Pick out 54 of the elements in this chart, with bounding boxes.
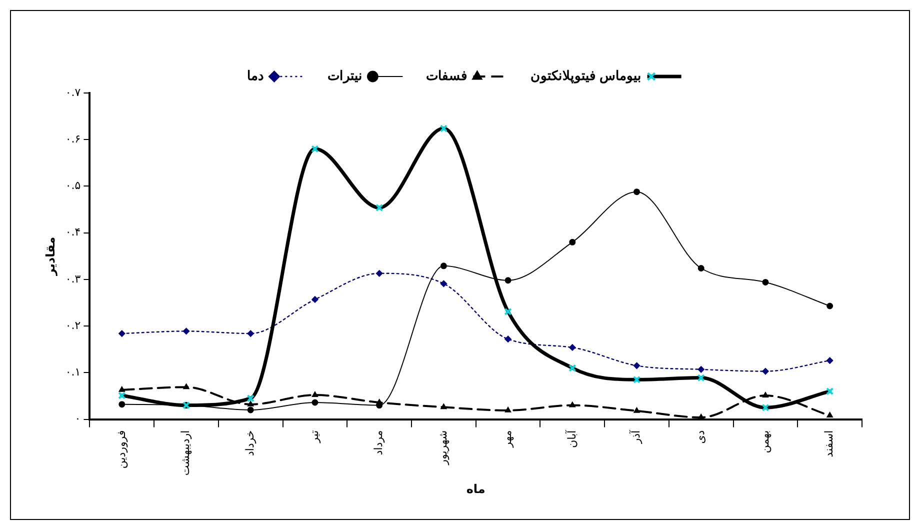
y-tick-label: ۰.۵: [65, 179, 81, 192]
x-tick-label: مهر: [500, 430, 514, 448]
point: [569, 344, 576, 351]
point: [247, 330, 254, 337]
point: [440, 404, 447, 410]
y-tick-label: ۰.۲: [65, 318, 81, 332]
x-tick-label: آذر: [628, 429, 643, 445]
point: [118, 401, 126, 408]
x-tick-label: شهریور: [436, 430, 450, 466]
point: [183, 384, 190, 390]
legend-label: دما: [247, 68, 264, 84]
point: [118, 330, 126, 337]
point: [569, 238, 576, 246]
point: [698, 265, 704, 272]
point: [762, 278, 769, 286]
point: [376, 399, 382, 404]
point: [634, 362, 640, 369]
legend-label: فسفات: [426, 68, 468, 84]
point: [440, 280, 447, 287]
x-tick-label: اردیبهشت: [179, 430, 192, 476]
point: [826, 412, 833, 418]
point: [698, 366, 704, 373]
y-tick-label: ۰.۳: [65, 272, 81, 286]
point: [376, 270, 383, 277]
y-tick-label: ۰.۱: [65, 366, 81, 379]
point: [247, 406, 254, 414]
point: [183, 328, 190, 334]
y-tick-label: ۰.۴: [65, 226, 81, 239]
point: [440, 262, 447, 270]
y-tick-label: ۰: [74, 412, 81, 426]
x-tick-label: اسفند: [822, 430, 836, 458]
x-tick-label: آبان: [564, 429, 578, 448]
point: [762, 368, 769, 375]
x-tick-label: خرداد: [243, 430, 256, 456]
point: [504, 277, 512, 284]
legend-label: بیوماس فیتوپلانکتون: [530, 68, 642, 84]
x-axis-title: ماه: [466, 482, 486, 496]
y-tick-label: ۰.۷: [65, 86, 81, 99]
point: [634, 188, 640, 196]
point: [826, 302, 834, 310]
x-tick-label: فروردین: [114, 430, 128, 469]
point: [312, 296, 318, 303]
point: [312, 392, 318, 398]
x-tick-label: دی: [694, 430, 707, 444]
x-tick-label: بهمن: [758, 430, 772, 454]
legend-label: نیترات: [328, 68, 363, 84]
point: [504, 336, 512, 342]
y-axis-title: مقادیر: [43, 236, 58, 276]
x-tick-label: تیر: [308, 430, 321, 444]
point: [312, 399, 318, 406]
point: [826, 357, 834, 364]
x-tick-label: مرداد: [372, 430, 386, 456]
point: [762, 392, 768, 398]
y-tick-label: ۰.۶: [65, 132, 81, 146]
